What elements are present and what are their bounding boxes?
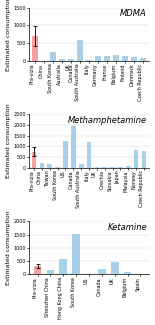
Bar: [131, 57, 137, 61]
Y-axis label: Estimated consumption: Estimated consumption: [6, 104, 11, 178]
Bar: [86, 60, 92, 61]
Bar: [59, 59, 65, 61]
Bar: [47, 270, 54, 274]
Bar: [104, 56, 110, 61]
Y-axis label: Estimated consumption: Estimated consumption: [6, 211, 11, 285]
Bar: [47, 164, 52, 168]
Bar: [142, 151, 146, 168]
Bar: [32, 152, 36, 168]
Bar: [122, 57, 128, 61]
Bar: [134, 150, 138, 168]
Bar: [98, 269, 106, 274]
Bar: [111, 262, 119, 274]
Bar: [40, 163, 44, 168]
Text: Methamphetamine: Methamphetamine: [68, 116, 147, 125]
Bar: [32, 36, 38, 61]
Bar: [72, 234, 80, 274]
Bar: [34, 266, 42, 274]
Bar: [77, 40, 83, 61]
Bar: [126, 166, 131, 168]
Bar: [50, 52, 56, 61]
Y-axis label: Estimated consumption: Estimated consumption: [6, 0, 11, 72]
Bar: [95, 167, 99, 168]
Bar: [71, 126, 76, 168]
Bar: [124, 272, 131, 274]
Bar: [63, 140, 68, 168]
Bar: [140, 58, 146, 61]
Bar: [113, 55, 119, 61]
Text: MDMA: MDMA: [120, 9, 147, 18]
Text: Ketamine: Ketamine: [107, 223, 147, 232]
Bar: [79, 164, 84, 168]
Bar: [87, 142, 91, 168]
Bar: [60, 259, 67, 274]
Bar: [95, 57, 101, 61]
Bar: [68, 59, 74, 61]
